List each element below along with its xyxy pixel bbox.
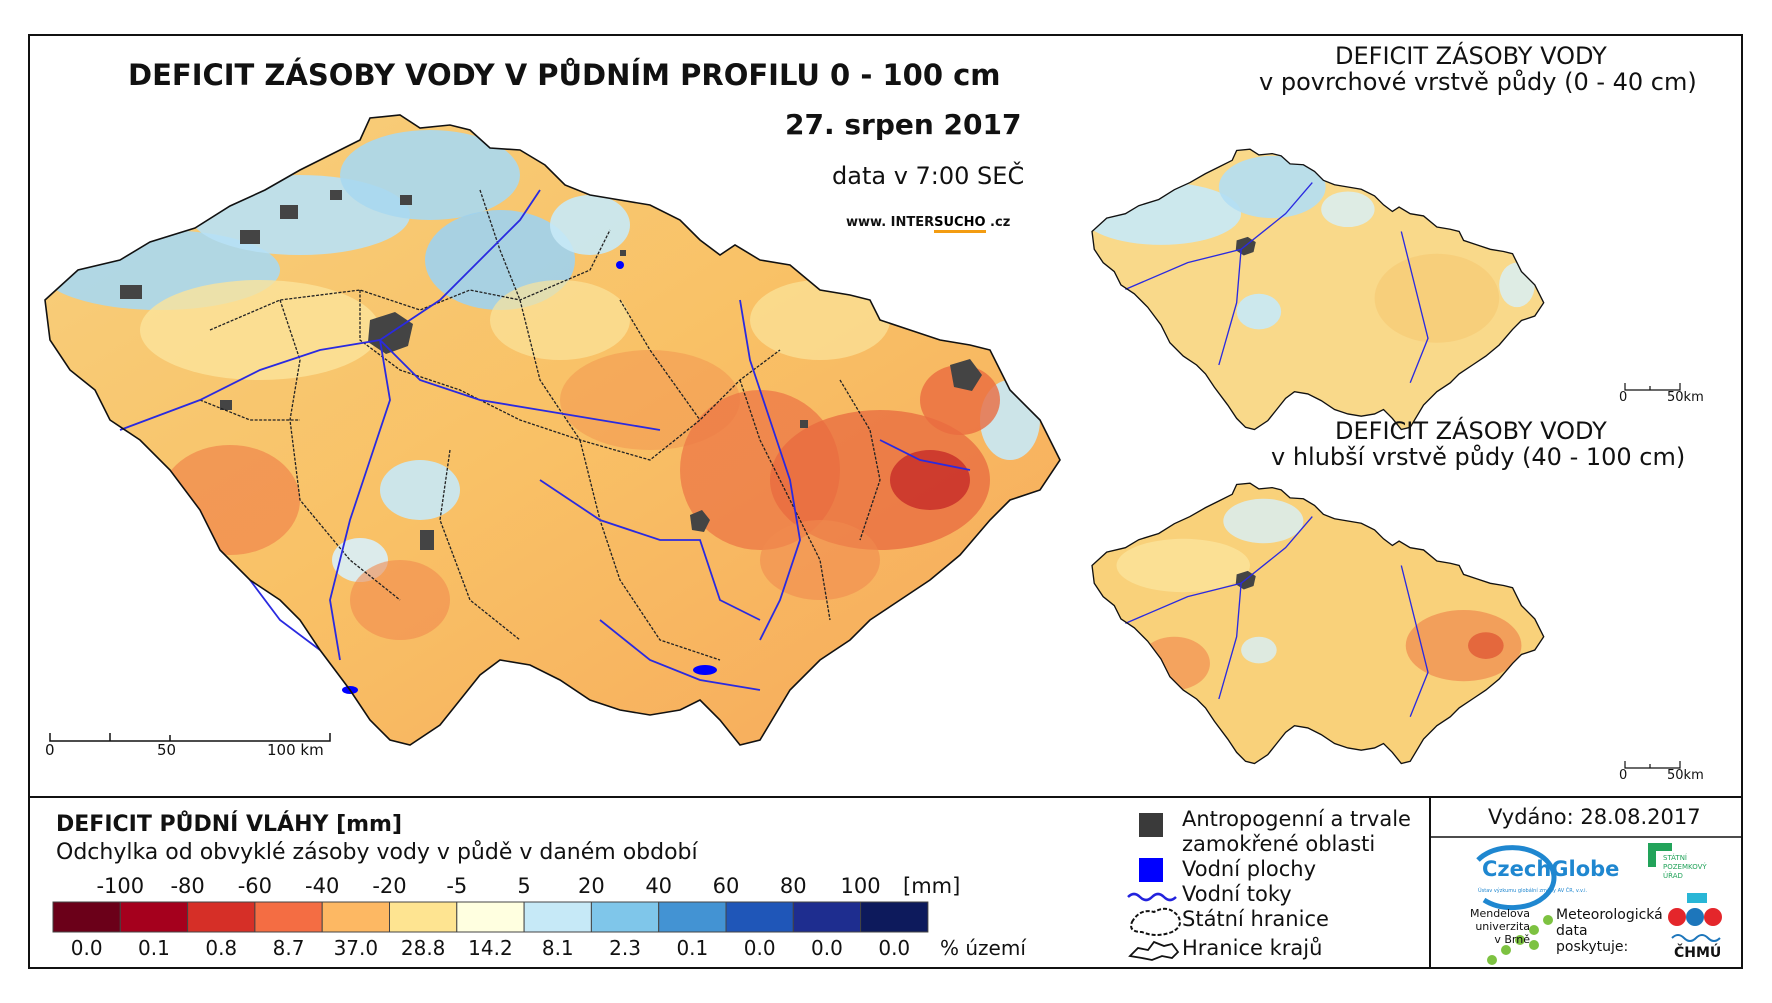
inset-bottom-title: DEFICIT ZÁSOBY VODY xyxy=(1335,417,1607,445)
legend-swatch xyxy=(187,901,256,933)
mendelu-text: Mendelova univerzita v Brně xyxy=(1468,907,1530,946)
anthropogenic-label-2: zamokřené oblasti xyxy=(1182,832,1376,856)
legend-percentage: 2.3 xyxy=(609,936,641,960)
main-map xyxy=(44,114,1061,746)
legend-percentage: 0.1 xyxy=(138,936,170,960)
meteo-line-3: poskytuje: xyxy=(1556,939,1629,955)
inset-top-subtitle: v povrchové vrstvě půdy (0 - 40 cm) xyxy=(1259,68,1697,96)
mendelu-line-1: Mendelova xyxy=(1469,907,1530,920)
legend-percentage: 0.8 xyxy=(205,936,238,960)
legend-percentage: 0.0 xyxy=(878,936,911,960)
legend-percentage: 8.7 xyxy=(272,936,305,960)
main-time: data v 7:00 SEČ xyxy=(832,162,1025,190)
legend-subtitle: Odchylka od obvyklé zásoby vody v půdě v… xyxy=(56,840,698,865)
legend-break-label: 40 xyxy=(645,874,673,898)
website-highlight: SUCHO xyxy=(934,215,986,233)
main-scale-50: 50 xyxy=(157,741,177,759)
main-title: DEFICIT ZÁSOBY VODY V PŮDNÍM PROFILU 0 -… xyxy=(128,58,1001,92)
chmu-text: ČHMÚ xyxy=(1674,945,1722,961)
legend-break-label: 100 xyxy=(840,874,881,898)
spu-line-1: STÁTNÍ xyxy=(1663,854,1687,862)
legend-percentage: 8.1 xyxy=(541,936,574,960)
legend-swatch xyxy=(456,901,525,933)
legend-percentage: 0.0 xyxy=(811,936,843,960)
legend-percentage: 0.1 xyxy=(676,936,709,960)
legend-break-label: -100 xyxy=(96,874,145,898)
website: www. INTERSUCHO .cz xyxy=(846,215,1011,233)
legend-percentage: 0.0 xyxy=(743,936,776,960)
spu-text: STÁTNÍ POZEMKOVÝ ÚŘAD xyxy=(1663,854,1707,881)
inset-top-scale-50: 50km xyxy=(1667,390,1704,405)
legend-percentage: 14.2 xyxy=(468,936,513,960)
spu-line-2: POZEMKOVÝ xyxy=(1663,863,1707,871)
czechglobe-text: CzechGlobe xyxy=(1482,857,1620,881)
spu-logo xyxy=(1648,843,1672,867)
legend-percentage: 0.0 xyxy=(70,936,103,960)
mendelu-line-3: v Brně xyxy=(1494,933,1530,946)
legend-swatch xyxy=(792,901,862,933)
legend-break-label: -60 xyxy=(237,874,273,898)
water-bodies-swatch xyxy=(1139,858,1163,882)
legend-swatch xyxy=(119,901,189,933)
czechglobe-logo xyxy=(1476,845,1557,911)
website-prefix: www. INTER xyxy=(846,215,935,230)
region-border-label: Hranice krajů xyxy=(1182,936,1323,960)
legend-percentage: 28.8 xyxy=(400,936,446,960)
rivers-label: Vodní toky xyxy=(1182,882,1292,906)
legend-swatch xyxy=(389,901,458,933)
mendelu-line-2: univerzita xyxy=(1475,920,1530,933)
legend-unit: [mm] xyxy=(903,874,961,898)
inset-bottom-scale-0: 0 xyxy=(1619,768,1628,783)
legend-break-label: 60 xyxy=(712,874,740,898)
meteo-line-1: Meteorologická xyxy=(1556,907,1663,923)
legend-break-label: -80 xyxy=(170,874,205,898)
legend-swatch xyxy=(523,901,592,933)
main-date: 27. srpen 2017 xyxy=(785,108,1022,141)
legend-break-label: 5 xyxy=(517,874,531,898)
meteo-line-2: data xyxy=(1556,923,1588,939)
inset-bottom-scale-50: 50km xyxy=(1667,768,1704,783)
main-scale-100: 100 km xyxy=(267,741,324,759)
czechglobe-caption: Ústav výzkumu globální změny AV ČR, v.v.… xyxy=(1478,888,1588,894)
anthropogenic-swatch xyxy=(1139,813,1163,837)
legend-break-label: 80 xyxy=(779,874,807,898)
anthropogenic-label-1: Antropogenní a trvale xyxy=(1182,807,1411,831)
inset-bottom-subtitle: v hlubší vrstvě půdy (40 - 100 cm) xyxy=(1271,443,1686,471)
legend-swatch xyxy=(658,901,727,933)
inset-bottom-map xyxy=(1091,482,1545,765)
spu-line-3: ÚŘAD xyxy=(1663,872,1683,880)
inset-top-title: DEFICIT ZÁSOBY VODY xyxy=(1335,42,1607,70)
legend-swatch xyxy=(590,901,660,933)
state-border-icon xyxy=(1130,907,1181,936)
main-scale-0: 0 xyxy=(45,741,55,759)
legend-percentage: 37.0 xyxy=(333,936,379,960)
legend-swatch xyxy=(321,901,391,933)
legend-swatch xyxy=(52,901,121,933)
state-border-label: Státní hranice xyxy=(1182,907,1329,931)
legend-swatch xyxy=(254,901,323,933)
inset-top-scalebar xyxy=(1624,383,1681,391)
legend-break-label: -5 xyxy=(446,874,468,898)
issued-date: Vydáno: 28.08.2017 xyxy=(1488,805,1701,829)
meteo-text: Meteorologická data poskytuje: xyxy=(1556,907,1663,955)
website-suffix: .cz xyxy=(985,215,1011,230)
legend-break-label: -20 xyxy=(372,874,407,898)
legend-title: DEFICIT PŮDNÍ VLÁHY [mm] xyxy=(56,812,403,837)
legend-break-label: -40 xyxy=(305,874,340,898)
region-border-icon xyxy=(1128,940,1180,961)
legend-break-label: 20 xyxy=(578,874,605,898)
water-bodies-label: Vodní plochy xyxy=(1182,857,1317,881)
legend-color-bar xyxy=(52,901,929,933)
mendelu-logo xyxy=(1487,915,1553,965)
chmu-logo xyxy=(1668,893,1722,942)
main-scalebar xyxy=(49,733,331,742)
inset-bottom-scalebar xyxy=(1624,761,1681,769)
legend-swatch xyxy=(725,901,794,933)
legend-percent-label: % území xyxy=(940,936,1026,960)
inset-top-scale-0: 0 xyxy=(1619,390,1628,405)
legend-swatch xyxy=(860,901,929,933)
inset-top-map xyxy=(1091,148,1545,431)
rivers-icon xyxy=(1127,892,1177,902)
